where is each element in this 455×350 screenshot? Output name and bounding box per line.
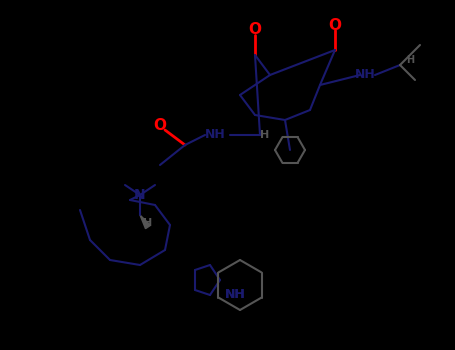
Text: N: N	[134, 188, 146, 202]
Text: H: H	[406, 55, 414, 65]
Text: O: O	[248, 22, 262, 37]
Text: H: H	[260, 130, 270, 140]
Text: O: O	[153, 118, 167, 133]
Text: O: O	[329, 18, 342, 33]
Polygon shape	[140, 215, 151, 229]
Text: NH: NH	[225, 288, 245, 301]
Text: NH: NH	[354, 69, 375, 82]
Text: H: H	[143, 218, 152, 228]
Text: NH: NH	[205, 128, 225, 141]
Text: NH: NH	[225, 288, 245, 301]
